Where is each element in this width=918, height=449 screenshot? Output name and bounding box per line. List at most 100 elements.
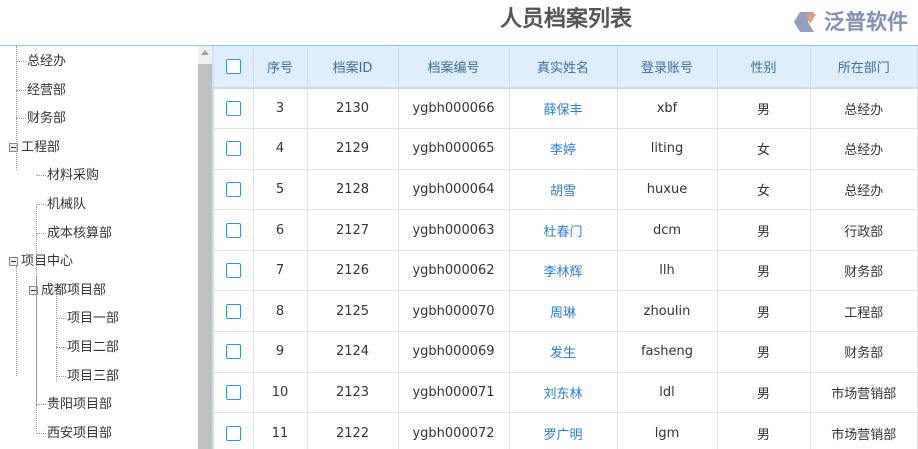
name-link[interactable]: 胡雪 — [509, 169, 618, 211]
name-link[interactable]: 李婷 — [509, 128, 618, 170]
tree-node[interactable]: 项目一部 — [56, 305, 119, 333]
tree-scrollbar[interactable] — [198, 46, 212, 449]
row-checkbox[interactable] — [225, 222, 241, 238]
collapse-icon[interactable] — [9, 257, 18, 267]
records-table: 序号 档案ID 档案编号 真实姓名 登录账号 性别 所在部门 3 2130 ygbh000066… — [212, 46, 918, 449]
table-cell: 2126 — [307, 250, 399, 292]
row-select-cell[interactable] — [214, 169, 254, 211]
name-link[interactable]: 薛保丰 — [509, 88, 618, 130]
tree-node[interactable]: 西安项目部 — [36, 420, 112, 448]
tree-node-label: 工程部 — [21, 139, 61, 155]
tree-node[interactable]: 财务部 — [16, 105, 66, 133]
column-header[interactable]: 序号 — [253, 46, 308, 89]
row-checkbox[interactable] — [225, 384, 241, 400]
table-row[interactable]: 3 2130 ygbh000066 薛保丰 xbf 男总经办 — [214, 88, 918, 130]
tree-node-label: 贵阳项目部 — [47, 397, 113, 413]
table-cell: ygbh000063 — [398, 209, 510, 251]
row-select-cell[interactable] — [214, 88, 254, 130]
tree-node[interactable]: 贵阳项目部 — [36, 391, 112, 419]
column-header[interactable]: 档案ID — [307, 46, 399, 89]
name-link[interactable]: 发生 — [509, 331, 618, 373]
tree-node[interactable]: 项目三部 — [56, 363, 119, 391]
table-row[interactable]: 5 2128 ygbh000064 胡雪 huxue 女总经办 — [214, 169, 918, 211]
name-link[interactable]: 杜春门 — [509, 209, 618, 251]
tree-node-label: 项目二部 — [67, 340, 120, 355]
tree-node[interactable]: 项目中心 — [9, 248, 73, 276]
tree-node[interactable]: 经营部 — [16, 77, 66, 105]
tree-node-label: 项目三部 — [67, 368, 120, 384]
select-all-header[interactable] — [214, 46, 254, 89]
row-checkbox[interactable] — [225, 303, 241, 319]
tree-node[interactable]: 工程部 — [9, 134, 60, 162]
row-select-cell[interactable] — [214, 250, 254, 292]
row-checkbox[interactable] — [225, 425, 241, 441]
table-cell: 男 — [717, 250, 811, 292]
tree-node[interactable]: 成本核算部 — [36, 220, 112, 248]
tree-node[interactable]: 项目二部 — [56, 334, 119, 362]
name-link[interactable]: 刘东林 — [509, 372, 618, 414]
row-checkbox[interactable] — [225, 141, 241, 157]
row-checkbox[interactable] — [225, 101, 241, 117]
table-cell: 财务部 — [810, 250, 918, 292]
tree-guide-line — [36, 276, 37, 431]
tree-node-label: 项目一部 — [67, 311, 120, 327]
name-link[interactable]: 周琳 — [509, 290, 618, 333]
column-header[interactable]: 所在部门 — [810, 46, 918, 89]
table-row[interactable]: 6 2127 ygbh000063 杜春门 dcm 男行政部 — [214, 209, 918, 251]
table-cell: 2127 — [307, 209, 399, 251]
row-select-cell[interactable] — [214, 372, 254, 414]
collapse-icon[interactable] — [29, 285, 38, 295]
table-cell: 2123 — [307, 372, 399, 414]
tree-line — [36, 432, 46, 434]
column-header[interactable]: 真实姓名 — [509, 46, 618, 89]
tree-node-label: 成都项目部 — [41, 282, 107, 298]
tree-node[interactable]: 材料采购 — [36, 162, 99, 190]
logo-icon — [794, 12, 816, 32]
tree-node-label: 机械队 — [47, 197, 87, 212]
table-cell: 2124 — [307, 331, 399, 373]
table-cell: ygbh000065 — [398, 128, 510, 170]
divider — [0, 45, 918, 46]
tree-node-label: 财务部 — [27, 111, 67, 127]
tree-node[interactable]: 总经办 — [16, 48, 66, 76]
row-select-cell[interactable] — [214, 290, 254, 333]
table-cell: 2128 — [307, 169, 399, 211]
row-select-cell[interactable] — [214, 412, 254, 449]
name-link[interactable]: 罗广明 — [509, 412, 618, 449]
table-cell: llh — [617, 250, 718, 292]
watermark-logo: 泛普软件 — [794, 8, 908, 36]
column-header[interactable]: 档案编号 — [398, 46, 510, 89]
select-all-checkbox[interactable] — [225, 59, 241, 74]
row-select-cell[interactable] — [214, 128, 254, 170]
table-row[interactable]: 4 2129 ygbh000065 李婷 liting 女总经办 — [214, 128, 918, 170]
table-cell: 男 — [717, 88, 811, 130]
row-checkbox[interactable] — [225, 263, 241, 279]
scroll-up-icon[interactable] — [201, 50, 209, 55]
row-checkbox[interactable] — [225, 344, 241, 360]
tree-node[interactable]: 成都项目部 — [29, 277, 106, 305]
table-cell: 男 — [717, 290, 811, 333]
tree-node-label: 材料采购 — [47, 168, 100, 184]
row-checkbox[interactable] — [225, 181, 241, 197]
tree-line — [36, 404, 46, 406]
row-select-cell[interactable] — [214, 331, 254, 373]
tree-node[interactable]: 机械队 — [36, 191, 86, 219]
table-cell: 工程部 — [810, 290, 918, 333]
table-row[interactable]: 9 2124 ygbh000069 发生 fasheng 男财务部 — [214, 331, 918, 373]
column-header[interactable]: 登录账号 — [617, 46, 718, 89]
table-cell: zhoulin — [617, 290, 718, 333]
table-cell: 行政部 — [810, 209, 918, 251]
table-cell: 2125 — [307, 290, 399, 333]
tree-guide-line — [16, 46, 17, 170]
table-row[interactable]: 7 2126 ygbh000062 李林辉 llh 男财务部 — [214, 250, 918, 292]
table-row[interactable]: 8 2125 ygbh000070 周琳 zhoulin 男工程部 — [214, 290, 918, 333]
collapse-icon[interactable] — [9, 142, 18, 152]
name-link[interactable]: 李林辉 — [509, 250, 618, 292]
table-row[interactable]: 10 2123 ygbh000071 刘东林 ldl 男市场营销部 — [214, 372, 918, 414]
scrollbar-thumb[interactable] — [198, 64, 212, 449]
tree-guide-line — [16, 266, 17, 376]
row-select-cell[interactable] — [214, 209, 254, 251]
page-title: 人员档案列表 — [499, 7, 632, 32]
column-header[interactable]: 性别 — [717, 46, 811, 89]
table-row[interactable]: 11 2122 ygbh000072 罗广明 lgm 男市场营销部 — [214, 412, 918, 449]
